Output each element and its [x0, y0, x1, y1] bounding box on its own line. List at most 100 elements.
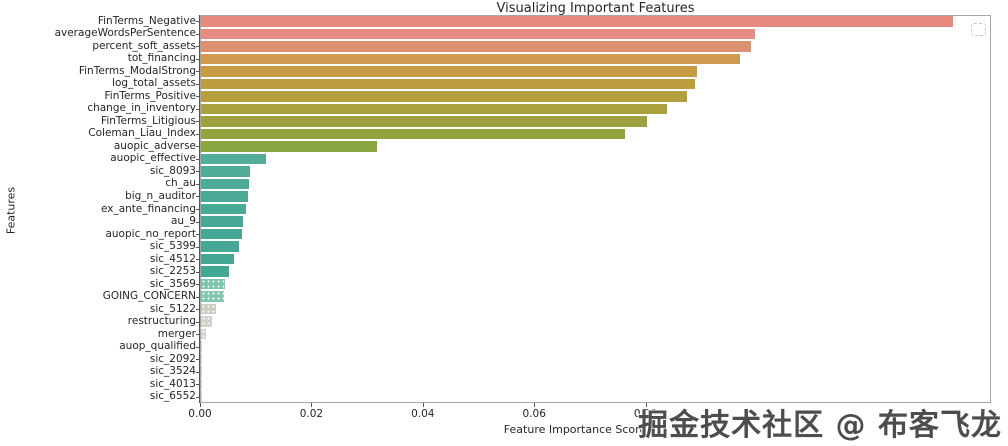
y-tick-mark — [196, 271, 200, 273]
bar-sic_5122 — [201, 303, 217, 315]
y-tick-mark — [196, 346, 200, 348]
y-tick-mark — [196, 71, 200, 73]
y-tick-mark — [196, 384, 200, 386]
bar-tot_financing — [201, 53, 741, 65]
x-axis-label: Feature Importance Score — [503, 423, 647, 436]
x-tick-mark — [422, 403, 424, 407]
bar-percent_soft_assets — [201, 41, 752, 52]
x-tick-mark — [311, 403, 313, 407]
y-tick-label-Coleman_Liau_Index: Coleman_Liau_Index — [88, 127, 196, 140]
bar-sic_2253 — [201, 266, 229, 277]
y-tick-mark — [196, 284, 200, 286]
y-tick-mark — [196, 196, 200, 198]
bar-merger — [201, 328, 206, 340]
y-tick-mark — [196, 133, 200, 135]
y-tick-mark — [196, 371, 200, 373]
y-tick-mark — [196, 321, 200, 323]
y-tick-mark — [196, 121, 200, 123]
y-tick-label-sic_4013: sic_4013 — [149, 377, 196, 390]
bar-Coleman_Liau_Index — [201, 128, 626, 140]
y-tick-mark — [196, 296, 200, 298]
y-tick-mark — [196, 146, 200, 148]
bar-auopic_effective — [201, 153, 267, 165]
y-tick-mark — [196, 246, 200, 248]
bar-sic_3569 — [201, 278, 225, 290]
y-tick-mark — [196, 21, 200, 23]
bar-ex_ante_financing — [201, 203, 247, 215]
y-tick-mark — [196, 234, 200, 236]
y-tick-label-auopic_no_report: auopic_no_report — [105, 227, 196, 240]
y-tick-label-sic_4512: sic_4512 — [149, 252, 196, 265]
y-tick-label-sic_2092: sic_2092 — [149, 352, 196, 365]
bar-GOING_CONCERN — [201, 291, 225, 302]
bar-FinTerms_ModalStrong — [201, 66, 698, 77]
y-tick-mark — [196, 108, 200, 110]
x-tick-label-0.04: 0.04 — [411, 408, 435, 420]
x-tick-label-0.02: 0.02 — [299, 408, 324, 420]
y-tick-mark — [196, 259, 200, 261]
y-tick-label-tot_financing: tot_financing — [127, 52, 196, 65]
plot-area — [200, 15, 991, 403]
y-tick-label-FinTerms_Litigious: FinTerms_Litigious — [101, 114, 196, 127]
y-tick-label-log_total_assets: log_total_assets — [112, 77, 196, 90]
bar-log_total_assets — [201, 78, 695, 90]
bar-auop_qualified — [201, 341, 203, 352]
y-tick-label-sic_6552: sic_6552 — [149, 390, 196, 403]
y-tick-mark — [196, 158, 200, 160]
y-tick-label-auop_qualified: auop_qualified — [119, 340, 196, 353]
y-tick-label-percent_soft_assets: percent_soft_assets — [92, 39, 196, 52]
y-tick-label-change_in_inventory: change_in_inventory — [87, 102, 196, 115]
bar-FinTerms_Negative — [201, 16, 953, 27]
bar-restructuring — [201, 316, 212, 327]
bar-sic_2092 — [201, 353, 202, 365]
y-tick-label-FinTerms_Negative: FinTerms_Negative — [97, 14, 196, 27]
bar-au_9 — [201, 216, 243, 227]
bar-ch_au — [201, 178, 250, 190]
y-tick-mark — [196, 58, 200, 60]
y-tick-mark — [196, 396, 200, 398]
bar-auopic_no_report — [201, 228, 242, 240]
y-tick-label-GOING_CONCERN: GOING_CONCERN — [102, 290, 196, 303]
x-tick-mark — [645, 403, 647, 407]
y-tick-label-merger: merger — [157, 327, 196, 340]
y-tick-label-ex_ante_financing: ex_ante_financing — [100, 202, 196, 215]
y-tick-mark — [196, 46, 200, 48]
y-tick-mark — [196, 209, 200, 210]
bar-FinTerms_Positive — [201, 91, 687, 102]
bar-sic_8093 — [201, 166, 251, 177]
y-tick-label-auopic_effective: auopic_effective — [110, 152, 196, 165]
y-tick-mark — [196, 183, 200, 185]
x-tick-label-0.08: 0.08 — [633, 408, 658, 420]
y-tick-label-FinTerms_ModalStrong: FinTerms_ModalStrong — [78, 64, 196, 77]
y-tick-label-sic_5399: sic_5399 — [149, 240, 196, 253]
bar-big_n_auditor — [201, 191, 248, 202]
y-tick-mark — [196, 96, 200, 98]
y-tick-label-sic_3524: sic_3524 — [149, 365, 196, 378]
x-tick-mark — [200, 403, 201, 407]
y-tick-mark — [196, 33, 200, 35]
legend-placeholder-icon — [971, 23, 986, 36]
bar-sic_5399 — [201, 241, 239, 252]
y-tick-mark — [196, 171, 200, 173]
bar-FinTerms_Litigious — [201, 116, 647, 127]
watermark-text: 掘金技术社区 @ 布客飞龙 — [638, 408, 1002, 443]
y-tick-label-ch_au: ch_au — [165, 177, 196, 190]
y-tick-label-sic_2253: sic_2253 — [149, 265, 196, 278]
bar-change_in_inventory — [201, 103, 667, 115]
y-tick-mark — [196, 334, 200, 336]
y-tick-mark — [196, 359, 200, 361]
chart-title: Visualizing Important Features — [496, 1, 695, 16]
y-tick-label-FinTerms_Positive: FinTerms_Positive — [104, 89, 197, 102]
y-tick-label-sic_5122: sic_5122 — [149, 302, 196, 315]
y-tick-label-big_n_auditor: big_n_auditor — [125, 189, 196, 202]
y-tick-mark — [196, 83, 200, 85]
bar-auopic_adverse — [201, 141, 378, 152]
x-tick-label-0.06: 0.06 — [522, 408, 546, 420]
y-tick-label-au_9: au_9 — [170, 215, 196, 228]
x-tick-label-0.00: 0.00 — [188, 408, 212, 420]
y-tick-label-averageWordsPerSentence: averageWordsPerSentence — [54, 27, 196, 40]
y-tick-label-sic_8093: sic_8093 — [149, 164, 196, 177]
bar-averageWordsPerSentence — [201, 28, 756, 40]
x-tick-mark — [534, 403, 536, 407]
y-tick-mark — [196, 221, 200, 223]
